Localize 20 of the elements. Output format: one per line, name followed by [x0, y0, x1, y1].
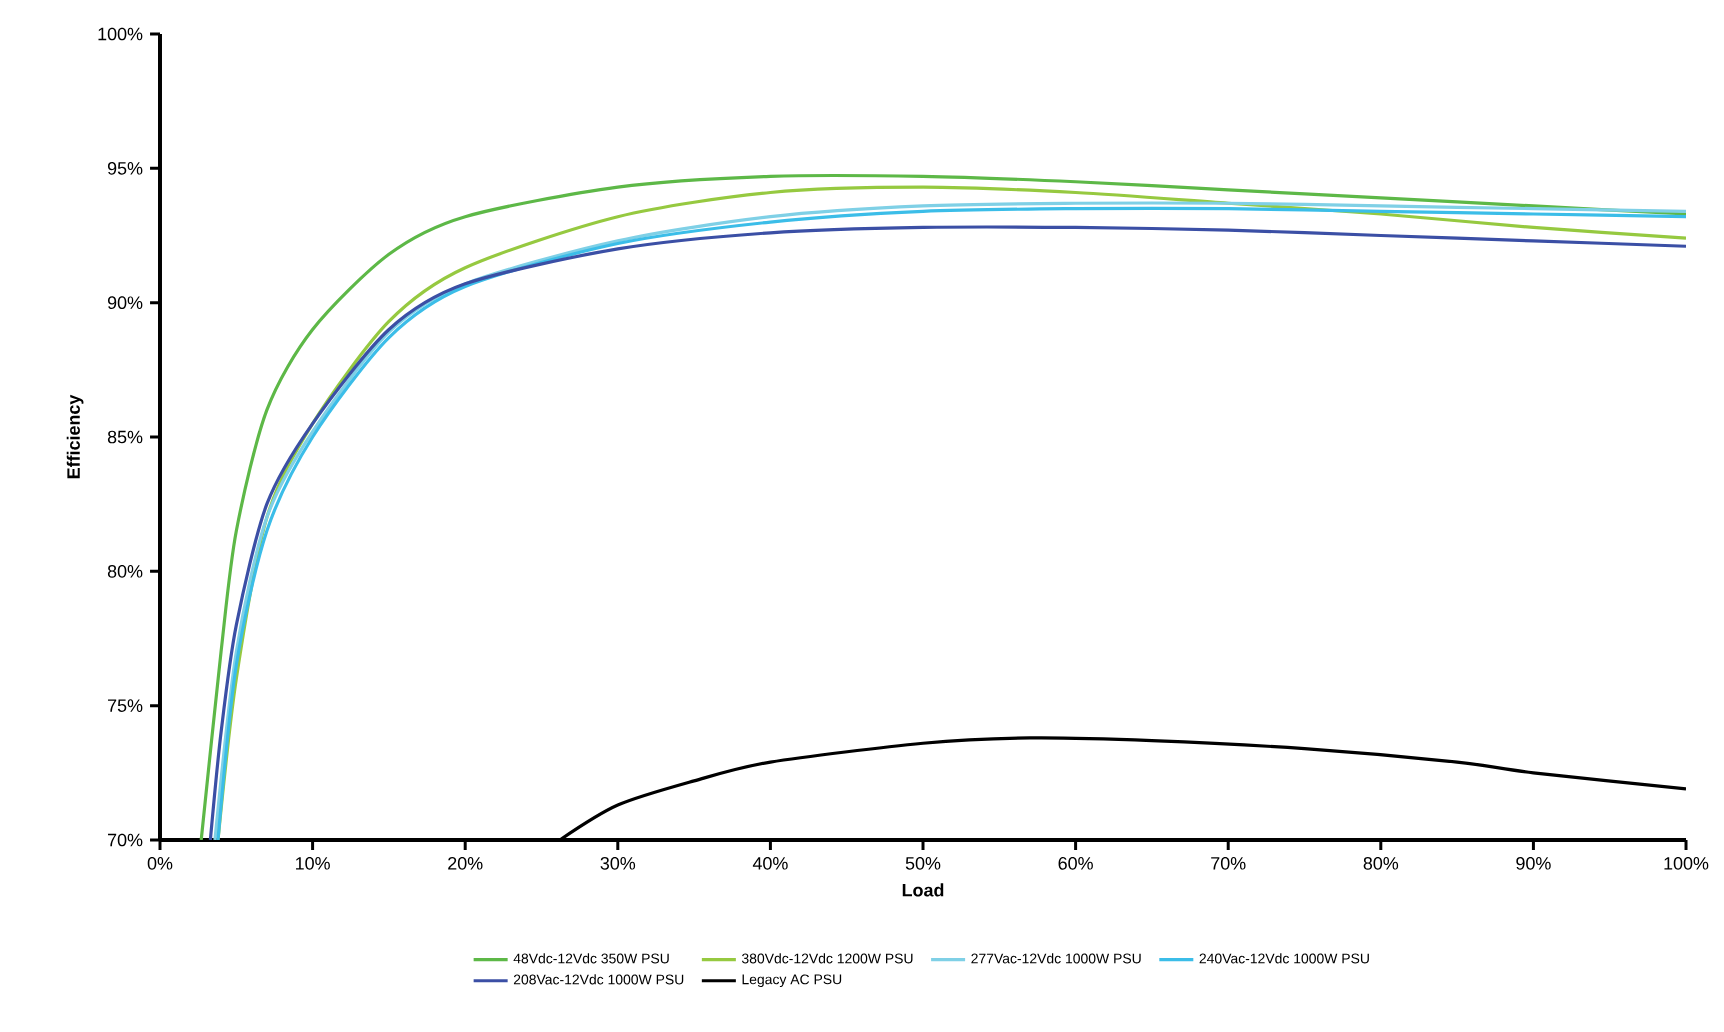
y-tick-label: 100% [98, 27, 143, 41]
y-tick-label: 75% [108, 699, 143, 712]
x-axis-title: Load [902, 883, 944, 897]
y-tick-label: 70% [108, 833, 143, 847]
y-axis-title: Efficiency [66, 394, 84, 479]
x-tick-label: 60% [1058, 856, 1093, 870]
x-tick-label: 70% [1211, 856, 1246, 870]
y-tick-label: 80% [107, 564, 143, 578]
x-tick-label: 50% [905, 856, 941, 870]
x-tick-label: 10% [296, 856, 330, 870]
x-tick-label: 0% [147, 856, 173, 870]
y-tick-label: 90% [107, 296, 143, 310]
x-tick-label: 40% [752, 856, 788, 870]
y-tick-label: 85% [107, 430, 143, 444]
x-tick-label: 20% [448, 856, 483, 870]
x-tick-label: 90% [1516, 856, 1551, 870]
x-tick-label: 30% [600, 856, 636, 870]
y-tick-label: 95% [107, 161, 143, 175]
x-tick-label: 100% [1664, 856, 1709, 870]
x-tick-label: 80% [1363, 856, 1399, 870]
